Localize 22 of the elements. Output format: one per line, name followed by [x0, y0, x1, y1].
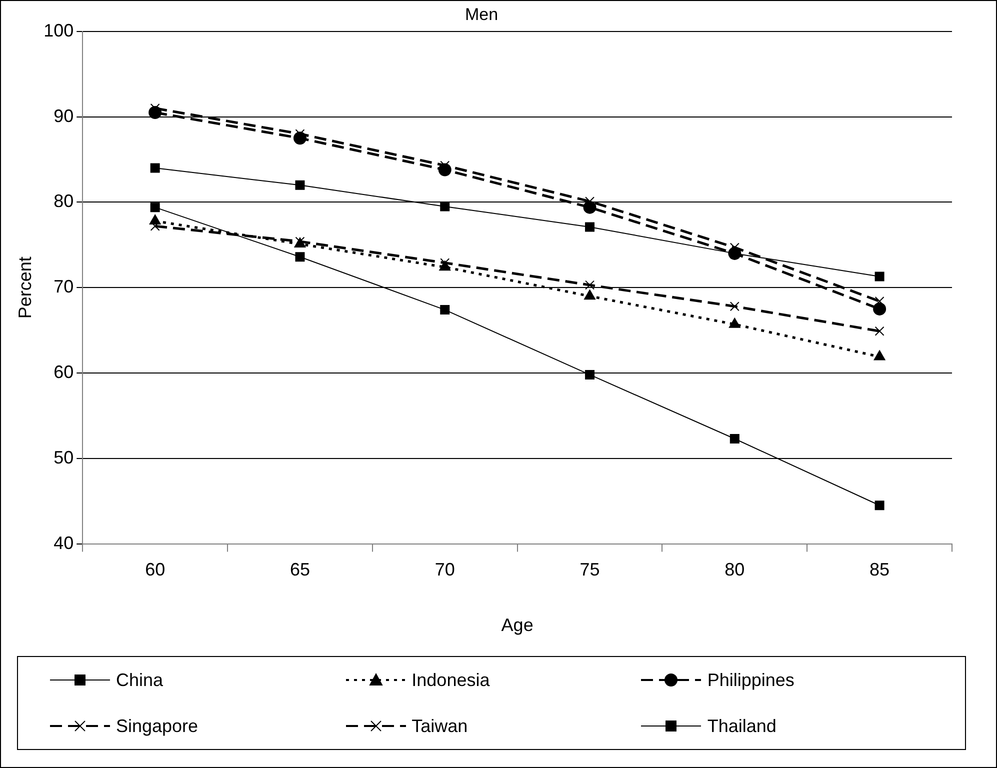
legend-label: Thailand: [707, 716, 776, 736]
legend-label: Singapore: [116, 716, 198, 736]
chart-title: Men: [464, 4, 498, 24]
x-tick-label: 80: [724, 560, 745, 580]
x-tick-label: 65: [290, 560, 310, 580]
x-axis-title: Age: [501, 615, 534, 636]
y-axis-title: Percent: [14, 256, 35, 319]
x-tick-label: 70: [434, 560, 455, 580]
x-tick-label: 85: [870, 560, 890, 580]
y-tick-label: 70: [54, 276, 74, 297]
y-tick-label: 80: [54, 191, 74, 212]
x-tick-label: 60: [145, 560, 166, 580]
y-tick-label: 90: [54, 106, 74, 126]
legend-label: Philippines: [707, 670, 794, 690]
legend-label: Taiwan: [412, 716, 468, 736]
x-tick-label: 75: [580, 560, 600, 580]
legend-label: Indonesia: [412, 670, 490, 690]
y-tick-label: 100: [44, 20, 74, 40]
y-tick-label: 50: [54, 447, 74, 468]
legend-label: China: [116, 670, 164, 690]
y-tick-label: 60: [54, 362, 74, 382]
y-tick-label: 40: [54, 532, 74, 553]
